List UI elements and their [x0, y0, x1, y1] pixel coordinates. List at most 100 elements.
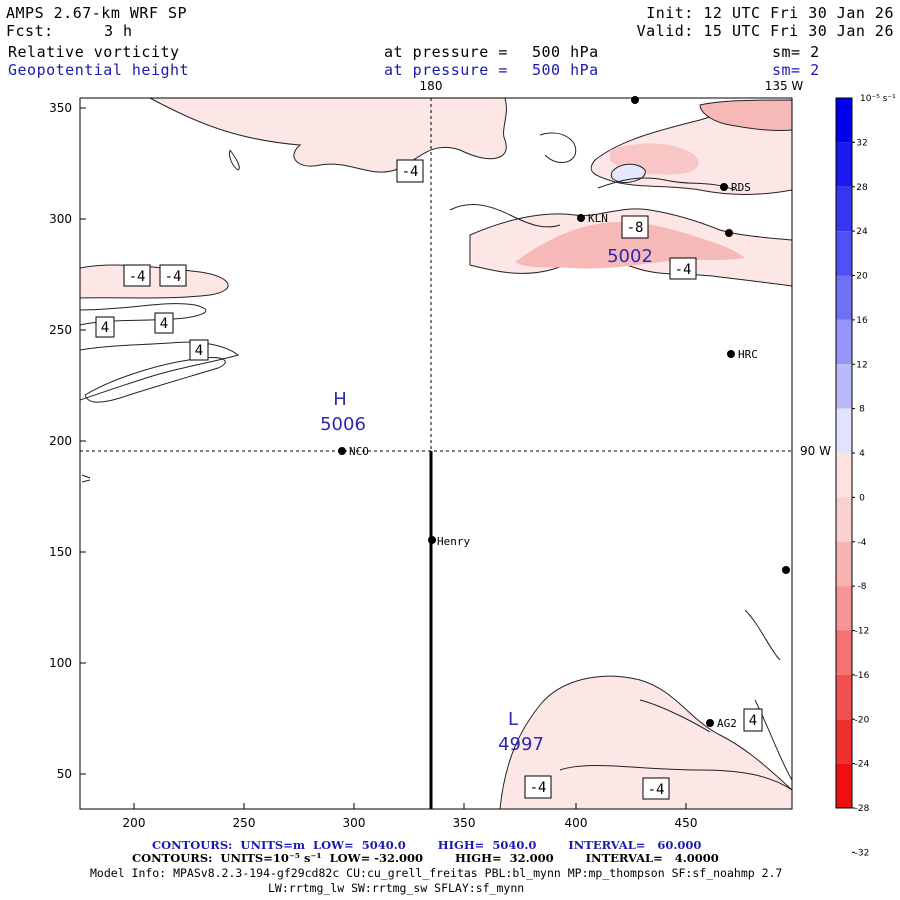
station-marker [428, 536, 436, 544]
model-title: AMPS 2.67-km WRF SP [6, 4, 188, 22]
center-value: 5002 [607, 246, 653, 267]
colorbar-swatch [836, 319, 852, 365]
vorticity-shading [80, 98, 792, 809]
station-label: Henry [437, 535, 470, 548]
footer-line-2: CONTOURS: UNITS=10⁻⁵ s⁻¹ LOW= -32.000 HI… [132, 851, 719, 865]
x-axis: 200 250 300 350 400 450 [123, 803, 698, 830]
field-2-level-value: 500 hPa [532, 61, 599, 79]
footer-1-high: HIGH= 5040.0 [437, 838, 537, 852]
high-letter: H [333, 389, 347, 410]
station-marker [720, 183, 728, 191]
y-axis: 350 300 250 200 150 100 50 [49, 101, 86, 781]
station-label: HRC [738, 348, 758, 361]
colorbar-tick-label: 32 [856, 138, 867, 148]
colorbar-swatch [836, 674, 852, 720]
high-value: 5006 [320, 414, 366, 435]
y-tick-label: 300 [49, 212, 72, 226]
parallel-label: 90 W [800, 444, 831, 458]
footer-physics-info: LW:rrtmg_lw SW:rrtmg_sw SFLAY:sf_mynn [268, 881, 525, 895]
station-label: RDS [731, 181, 751, 194]
colorbar: 10⁻⁵ s⁻¹ 32 28 24 20 16 12 8 4 0 -4 -8 -12 -16 -20 -24… [835, 94, 896, 858]
footer-1-units: UNITS=m [240, 838, 306, 852]
stations: RDS KLN HRC NCO Henry AG2 [338, 96, 790, 730]
colorbar-swatch [836, 364, 852, 409]
colorbar-tick-label: 16 [856, 316, 868, 326]
colorbar-swatch [836, 763, 852, 808]
colorbar-swatch [836, 186, 852, 232]
contour-label: -4 [648, 782, 665, 798]
colorbar-swatch [836, 142, 852, 187]
colorbar-swatch [836, 98, 852, 143]
valid-time: Valid: 15 UTC Fri 30 Jan 26 [636, 22, 894, 40]
vorticity-contours [80, 132, 792, 791]
x-tick-label: 250 [233, 816, 256, 830]
colorbar-tick-label: -24 [855, 760, 870, 770]
colorbar-swatch [836, 541, 852, 587]
colorbar-tick-label: -28 [855, 804, 870, 814]
field-2-level-label: at pressure = [384, 61, 508, 79]
station-marker [725, 229, 733, 237]
colorbar-tick-label: 24 [856, 227, 868, 237]
footer-1-prefix: CONTOURS: [152, 838, 233, 852]
colorbar-swatch [836, 231, 852, 276]
footer-2-high: HIGH= 32.000 [455, 851, 554, 865]
contour-label: 4 [101, 320, 109, 336]
colorbar-swatch [836, 453, 852, 498]
x-tick-label: 450 [675, 816, 698, 830]
colorbar-tick-label: 8 [859, 405, 865, 415]
colorbar-tick-label: 28 [856, 183, 868, 193]
station-marker [727, 350, 735, 358]
contour-label: -8 [627, 220, 644, 236]
colorbar-tick-label: 20 [856, 272, 868, 282]
field-1-level-value: 500 hPa [532, 43, 599, 61]
colorbar-swatch [836, 630, 852, 675]
forecast-label: Fcst: [6, 22, 54, 40]
low-value: 4997 [498, 734, 544, 755]
contour-label: 4 [195, 343, 203, 359]
colorbar-swatch [836, 719, 852, 764]
field-2-smoothing: sm= 2 [772, 61, 820, 79]
y-tick-label: 200 [49, 434, 72, 448]
init-time: Init: 12 UTC Fri 30 Jan 26 [646, 4, 894, 22]
y-tick-label: 100 [49, 656, 72, 670]
field-2-name: Geopotential height [8, 61, 190, 79]
colorbar-swatch [836, 275, 852, 320]
station-marker [706, 719, 714, 727]
contour-label: -4 [675, 262, 692, 278]
y-tick-label: 350 [49, 101, 72, 115]
colorbar-tick-label: 0 [859, 493, 865, 503]
footer-2-prefix: CONTOURS: [132, 851, 213, 865]
contour-label: 4 [160, 316, 168, 332]
pressure-centers: H 5006 5002 L 4997 [320, 246, 653, 755]
x-tick-label: 300 [343, 816, 366, 830]
colorbar-tick-label: -12 [855, 627, 870, 637]
footer-2-units: UNITS=10⁻⁵ s⁻¹ [220, 851, 322, 865]
footer-model-info: Model Info: MPASv8.2.3-194-gf29cd82c CU:… [90, 866, 783, 880]
colorbar-tick-label: -20 [855, 715, 870, 725]
meridian-135w-label: 135 W [765, 79, 804, 93]
contour-label: -4 [165, 269, 182, 285]
field-1-smoothing: sm= 2 [772, 43, 820, 61]
colorbar-swatch [836, 408, 852, 453]
colorbar-tick-label: 12 [856, 360, 867, 370]
y-tick-label: 250 [49, 323, 72, 337]
shade-top-center [149, 98, 507, 173]
contour-label: -4 [129, 269, 146, 285]
colorbar-tick-label: -32 [855, 848, 870, 858]
shade-south [499, 675, 792, 809]
colorbar-swatch [836, 586, 852, 631]
y-tick-label: 150 [49, 545, 72, 559]
station-marker [338, 447, 346, 455]
colorbar-tick-label: -16 [855, 671, 870, 681]
x-tick-label: 200 [123, 816, 146, 830]
low-letter: L [508, 709, 518, 730]
colorbar-tick-label: -8 [858, 582, 867, 592]
contour-labels: -4 -4 -4 4 4 4 -8 -4 -4 -4 4 [95, 159, 763, 800]
contour-label: 4 [749, 713, 757, 729]
station-label: NCO [349, 445, 369, 458]
x-tick-label: 400 [565, 816, 588, 830]
footer-line-1: CONTOURS: UNITS=m LOW= 5040.0 HIGH= 5040… [152, 838, 701, 852]
y-tick-label: 50 [57, 767, 72, 781]
colorbar-tick-label: -4 [858, 538, 867, 548]
